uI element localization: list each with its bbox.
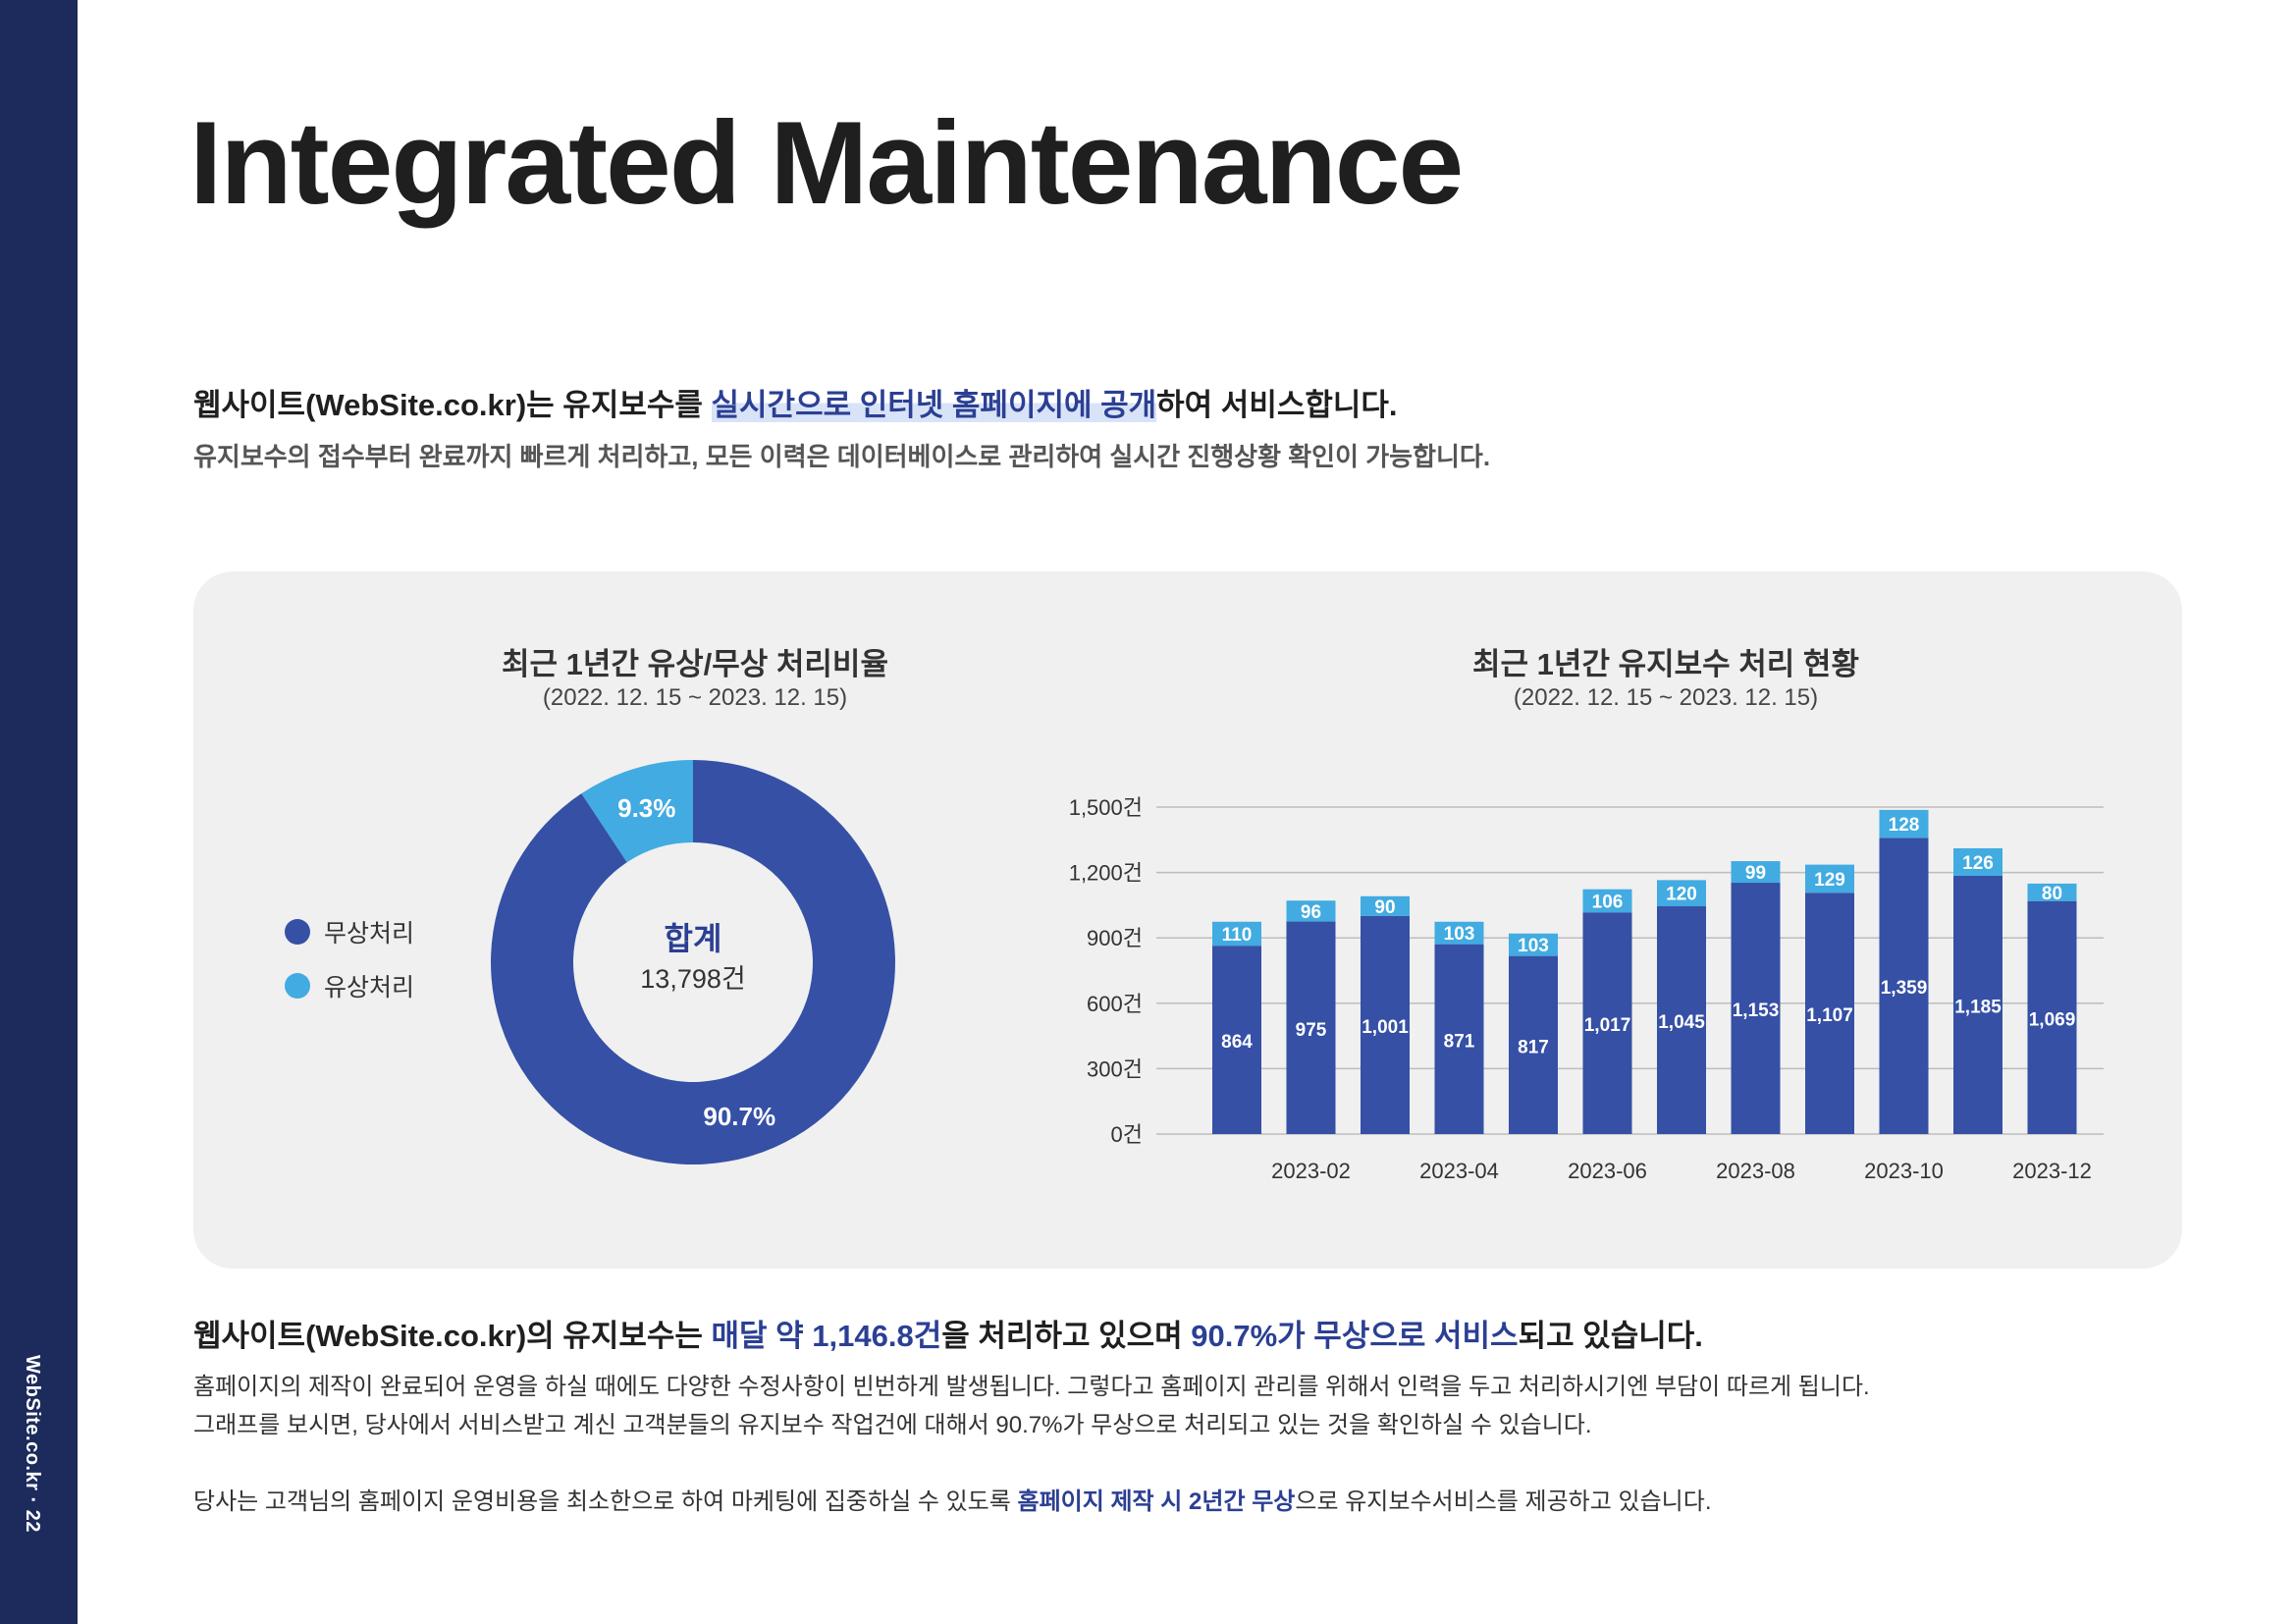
summary-line-1: 홈페이지의 제작이 완료되어 운영을 하실 때에도 다양한 수정사항이 빈번하게…	[193, 1374, 1870, 1400]
summary-headline-pre: 웹사이트(WebSite.co.kr)의 유지보수는	[193, 1319, 712, 1353]
summary-highlight-monthly: 매달 약 1,146.8건	[711, 1319, 942, 1353]
summary-headline-mid: 을 처리하고 있으며	[941, 1319, 1192, 1353]
bar-chart-title: 최근 1년간 유지보수 처리 현황	[1472, 647, 1859, 681]
intro-headline: 웹사이트(WebSite.co.kr)는 유지보수를 실시간으로 인터넷 홈페이…	[193, 380, 1398, 424]
donut-chart-range: (2022. 12. 15 ~ 2023. 12. 15)	[542, 684, 848, 711]
intro-headline-highlight: 실시간으로 인터넷 홈페이지에 공개	[711, 388, 1157, 422]
summary-line-3-post: 으로 유지보수서비스를 제공하고 있습니다.	[1295, 1489, 1712, 1515]
summary-line-2: 그래프를 보시면, 당사에서 서비스받고 계신 고객분들의 유지보수 작업건에 …	[193, 1412, 1592, 1438]
legend-dot-free	[285, 919, 310, 945]
donut-chart-title: 최근 1년간 유상/무상 처리비율	[502, 647, 888, 681]
page-footer-label: WebSite.co.kr · 22	[22, 1355, 43, 1533]
legend-dot-paid	[285, 973, 310, 999]
legend-item-paid: 유상처리	[285, 968, 414, 1003]
legend-label-free: 무상처리	[324, 920, 415, 947]
summary-line-3-pre: 당사는 고객님의 홈페이지 운영비용을 최소한으로 하여 마케팅에 집중하실 수…	[193, 1489, 1018, 1515]
intro-headline-post: 하여 서비스합니다.	[1156, 388, 1398, 422]
summary-highlight-free: 90.7%가 무상으로 서비스	[1191, 1319, 1519, 1353]
sidebar-bar: WebSite.co.kr · 22	[0, 0, 78, 1624]
bar-chart-range: (2022. 12. 15 ~ 2023. 12. 15)	[1513, 684, 1819, 711]
intro-headline-pre: 웹사이트(WebSite.co.kr)는 유지보수를	[193, 388, 712, 422]
legend-label-paid: 유상처리	[324, 974, 415, 1001]
summary-line-3: 당사는 고객님의 홈페이지 운영비용을 최소한으로 하여 마케팅에 집중하실 수…	[193, 1482, 1712, 1516]
intro-subtext: 유지보수의 접수부터 완료까지 빠르게 처리하고, 모든 이력은 데이터베이스로…	[193, 442, 1491, 471]
summary-headline-post: 되고 있습니다.	[1518, 1319, 1703, 1353]
legend-item-free: 무상처리	[285, 914, 414, 949]
chart-panel	[193, 571, 2182, 1269]
summary-line-3-highlight: 홈페이지 제작 시 2년간 무상	[1017, 1489, 1296, 1515]
summary-headline: 웹사이트(WebSite.co.kr)의 유지보수는 매달 약 1,146.8건…	[193, 1311, 1703, 1355]
page-title: Integrated Maintenance	[189, 97, 1464, 229]
